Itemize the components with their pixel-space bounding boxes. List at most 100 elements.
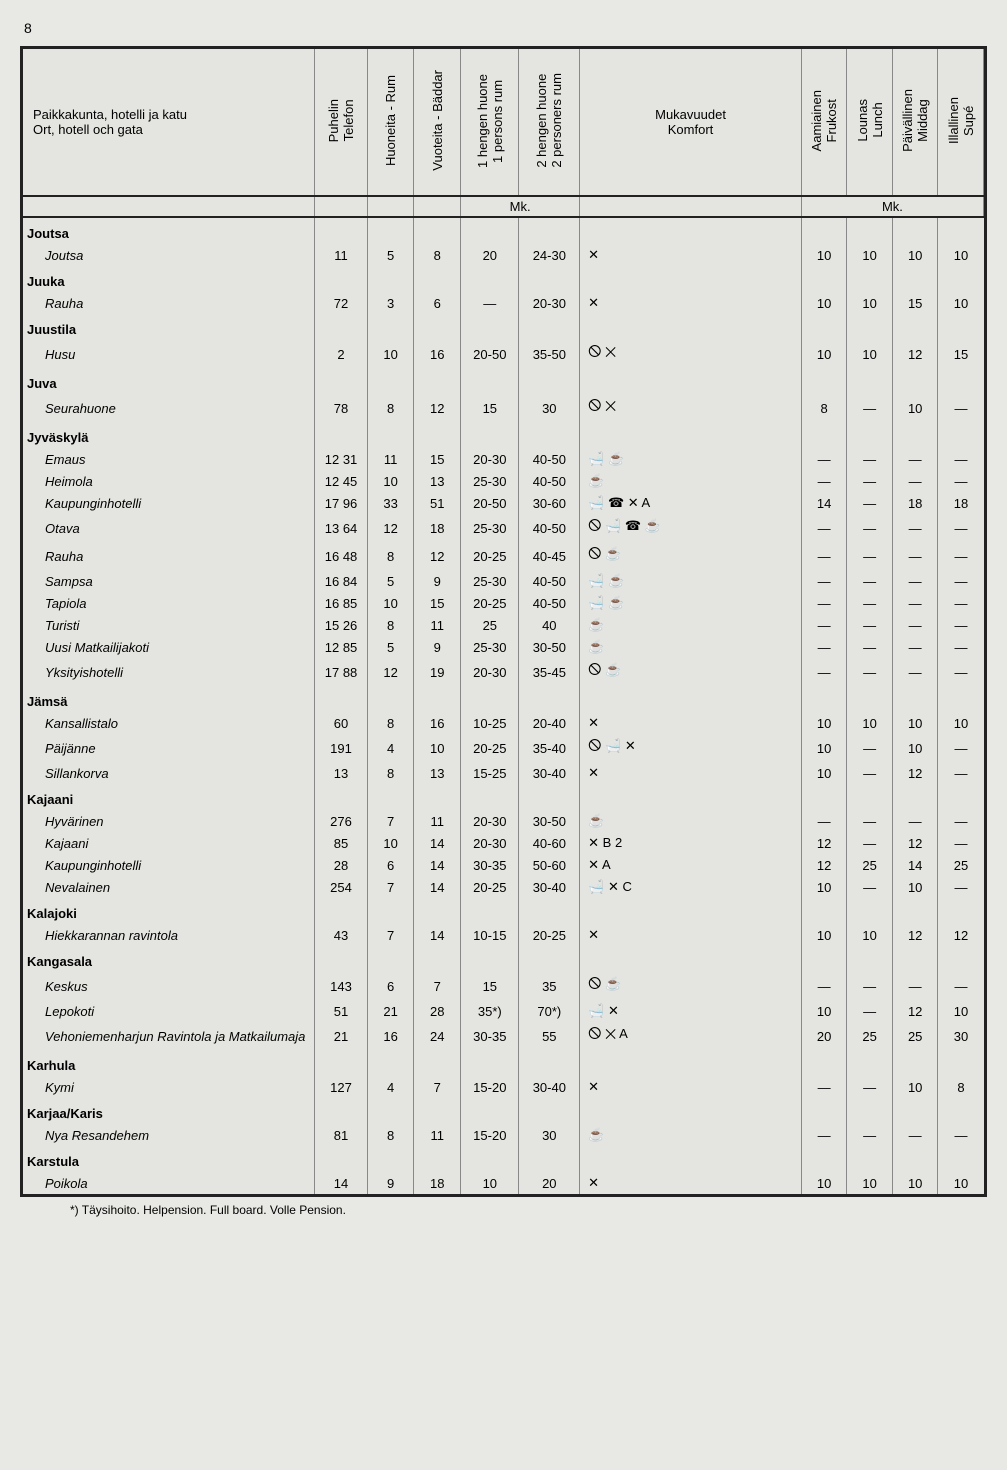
- cell-p1: 35*): [461, 1000, 519, 1022]
- cell-i: 10: [938, 712, 984, 734]
- cell-a: 14: [801, 492, 847, 514]
- cell-l: —: [847, 542, 893, 570]
- cell-i: —: [938, 832, 984, 854]
- cell-tel: 276: [315, 810, 368, 832]
- cell-rum: 11: [367, 448, 414, 470]
- cell-p: —: [892, 658, 938, 686]
- cell-bed: 6: [414, 292, 461, 314]
- cell-bed: 8: [414, 244, 461, 266]
- cell-komfort: 🛁 ☕: [580, 448, 802, 470]
- cell-tel: 13 64: [315, 514, 368, 542]
- cell-p1: 20-25: [461, 734, 519, 762]
- cell-komfort: 🛁 ✕: [580, 1000, 802, 1022]
- cell-komfort: 🛇 ✕: [580, 340, 802, 368]
- cell-i: —: [938, 514, 984, 542]
- cell-l: —: [847, 876, 893, 898]
- cell-p2: 35-45: [519, 658, 580, 686]
- cell-p: —: [892, 614, 938, 636]
- cell-tel: 16 84: [315, 570, 368, 592]
- cell-rum: 10: [367, 470, 414, 492]
- section-name: Juuka: [23, 266, 315, 292]
- cell-bed: 11: [414, 1124, 461, 1146]
- table-row: Emaus12 31111520-3040-50🛁 ☕————: [23, 448, 984, 470]
- cell-p: —: [892, 636, 938, 658]
- cell-bed: 24: [414, 1022, 461, 1050]
- table-row: Kansallistalo6081610-2520-40✕10101010: [23, 712, 984, 734]
- table-row: Husu2101620-5035-50🛇 ✕10101215: [23, 340, 984, 368]
- cell-p1: 25-30: [461, 470, 519, 492]
- cell-bed: 18: [414, 1172, 461, 1194]
- table-row: Karstula: [23, 1146, 984, 1172]
- cell-bed: 12: [414, 394, 461, 422]
- cell-a: —: [801, 448, 847, 470]
- cell-tel: 16 48: [315, 542, 368, 570]
- cell-p2: 35-40: [519, 734, 580, 762]
- cell-l: 10: [847, 340, 893, 368]
- hotel-name: Uusi Matkailijakoti: [23, 636, 315, 658]
- cell-komfort: ✕: [580, 762, 802, 784]
- cell-rum: 12: [367, 514, 414, 542]
- table-row: Vehoniemenharjun Ravintola ja Matkailuma…: [23, 1022, 984, 1050]
- cell-p1: —: [461, 292, 519, 314]
- cell-p: 10: [892, 1076, 938, 1098]
- cell-i: 30: [938, 1022, 984, 1050]
- cell-l: —: [847, 1000, 893, 1022]
- hotel-name: Husu: [23, 340, 315, 368]
- cell-a: 10: [801, 712, 847, 734]
- cell-p1: 30-35: [461, 1022, 519, 1050]
- col-p1: 1 hengen huone 1 persons rum: [461, 49, 519, 196]
- cell-l: —: [847, 810, 893, 832]
- cell-komfort: 🛁 ☎ ✕ A: [580, 492, 802, 514]
- table-row: Jyväskylä: [23, 422, 984, 448]
- hotel-name: Joutsa: [23, 244, 315, 266]
- cell-bed: 10: [414, 734, 461, 762]
- cell-i: 18: [938, 492, 984, 514]
- cell-p1: 20: [461, 244, 519, 266]
- table-row: Kaupunginhotelli2861430-3550-60✕ A122514…: [23, 854, 984, 876]
- section-name: Kajaani: [23, 784, 315, 810]
- cell-p: 10: [892, 1172, 938, 1194]
- cell-komfort: 🛇 ✕ A: [580, 1022, 802, 1050]
- cell-p: —: [892, 470, 938, 492]
- cell-tel: 127: [315, 1076, 368, 1098]
- cell-rum: 8: [367, 762, 414, 784]
- cell-bed: 11: [414, 614, 461, 636]
- cell-p: 25: [892, 1022, 938, 1050]
- cell-a: —: [801, 636, 847, 658]
- cell-tel: 21: [315, 1022, 368, 1050]
- cell-komfort: 🛁 ☕: [580, 592, 802, 614]
- cell-p: 10: [892, 712, 938, 734]
- cell-l: —: [847, 972, 893, 1000]
- cell-p1: 25-30: [461, 514, 519, 542]
- cell-komfort: ✕ A: [580, 854, 802, 876]
- cell-p1: 20-30: [461, 810, 519, 832]
- cell-p2: 40-50: [519, 470, 580, 492]
- table-row: Nya Resandehem8181115-2030☕————: [23, 1124, 984, 1146]
- cell-a: —: [801, 570, 847, 592]
- cell-p1: 10: [461, 1172, 519, 1194]
- col-i: Illallinen Supé: [938, 49, 984, 196]
- cell-l: 10: [847, 712, 893, 734]
- table-header: Paikkakunta, hotelli ja katu Ort, hotell…: [23, 49, 984, 217]
- cell-p1: 25-30: [461, 570, 519, 592]
- cell-i: —: [938, 734, 984, 762]
- cell-komfort: ✕: [580, 244, 802, 266]
- cell-bed: 14: [414, 854, 461, 876]
- cell-rum: 10: [367, 340, 414, 368]
- cell-i: 8: [938, 1076, 984, 1098]
- hotel-name: Sillankorva: [23, 762, 315, 784]
- cell-rum: 4: [367, 1076, 414, 1098]
- cell-l: 10: [847, 292, 893, 314]
- cell-p1: 25-30: [461, 636, 519, 658]
- cell-rum: 7: [367, 924, 414, 946]
- cell-komfort: 🛁 ✕ C: [580, 876, 802, 898]
- cell-p2: 70*): [519, 1000, 580, 1022]
- cell-komfort: ☕: [580, 1124, 802, 1146]
- cell-p: —: [892, 514, 938, 542]
- cell-komfort: ✕: [580, 1172, 802, 1194]
- cell-p: 14: [892, 854, 938, 876]
- cell-i: —: [938, 636, 984, 658]
- cell-p1: 15-25: [461, 762, 519, 784]
- hotel-name: Poikola: [23, 1172, 315, 1194]
- cell-p2: 20-40: [519, 712, 580, 734]
